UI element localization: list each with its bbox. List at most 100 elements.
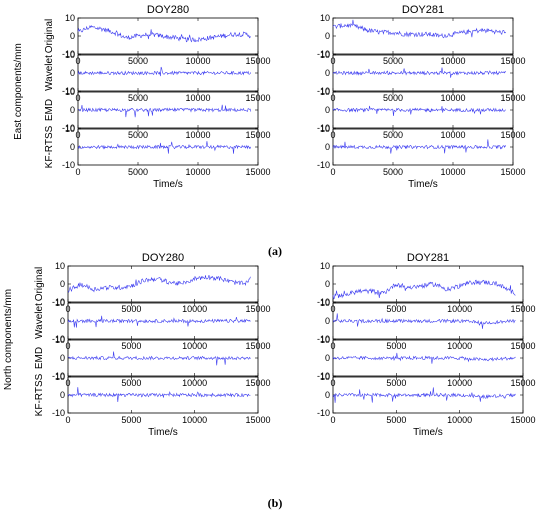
- signal-line: [67, 387, 251, 403]
- y-tick-label: 10: [320, 335, 330, 345]
- y-tick-label: 0: [325, 390, 330, 400]
- x-tick-label: 10000: [447, 341, 472, 351]
- signal-line: [332, 19, 507, 39]
- y-tick-label: -10: [317, 371, 330, 381]
- y-tick-label: -10: [317, 160, 330, 170]
- y-tick-label: -10: [317, 49, 330, 59]
- column-title: DOY280: [147, 4, 189, 16]
- y-tick-label: -10: [62, 123, 75, 133]
- signal-line: [332, 313, 516, 329]
- column-title: DOY280: [142, 252, 184, 264]
- y-axis-label: East components/mm: [13, 43, 24, 140]
- x-tick-label: 5000: [386, 378, 406, 388]
- y-tick-label: -10: [52, 408, 65, 418]
- x-tick-label: 5000: [386, 341, 406, 351]
- signal-line: [67, 351, 251, 366]
- x-tick-label: 10000: [440, 56, 465, 66]
- x-tick-label: 5000: [383, 56, 403, 66]
- y-tick-label: -10: [62, 49, 75, 59]
- x-axis-label: Time/s: [153, 179, 183, 190]
- x-tick-label: 10000: [440, 130, 465, 140]
- y-tick-label: -10: [317, 123, 330, 133]
- x-tick-label: 5000: [121, 304, 141, 314]
- signal-line: [77, 66, 252, 77]
- x-tick-label: 10000: [185, 167, 210, 177]
- x-tick-label: 10000: [182, 341, 207, 351]
- x-tick-label: 5000: [383, 167, 403, 177]
- x-tick-label: 10000: [182, 415, 207, 425]
- row-label: Original: [34, 267, 45, 301]
- column-title: DOY281: [407, 252, 449, 264]
- y-tick-label: 0: [70, 142, 75, 152]
- x-tick-label: 5000: [128, 167, 148, 177]
- x-tick-label: 10000: [440, 167, 465, 177]
- x-tick-label: 15000: [510, 415, 535, 425]
- subfigure-a: DOY280 DOY281 East components/mm Original -1…: [13, 4, 526, 258]
- x-tick-label: 10000: [182, 304, 207, 314]
- x-tick-label: 5000: [386, 415, 406, 425]
- x-tick-label: 5000: [121, 341, 141, 351]
- signal-line: [332, 352, 516, 364]
- x-tick-label: 0: [75, 167, 80, 177]
- signal-line: [77, 141, 252, 154]
- y-tick-label: 10: [320, 261, 330, 271]
- x-tick-label: 10000: [182, 378, 207, 388]
- x-tick-label: 15000: [245, 167, 270, 177]
- row-label: KF-RTSS: [34, 373, 45, 416]
- x-tick-label: 10000: [185, 93, 210, 103]
- x-tick-label: 10000: [185, 56, 210, 66]
- x-tick-label: 5000: [128, 130, 148, 140]
- y-tick-label: -10: [52, 297, 65, 307]
- x-tick-label: 5000: [386, 304, 406, 314]
- y-tick-label: 10: [320, 13, 330, 23]
- y-tick-label: 10: [65, 87, 75, 97]
- row-label: Wavelet: [34, 303, 45, 339]
- figure-caption: (b): [268, 496, 283, 510]
- row-label: EMD: [34, 347, 45, 369]
- signal-line: [67, 315, 251, 328]
- row-label: Wavelet: [44, 55, 55, 91]
- signal-line: [332, 279, 516, 300]
- signal-line: [77, 24, 252, 43]
- y-tick-label: 10: [55, 335, 65, 345]
- x-axis-label: Time/s: [408, 179, 438, 190]
- y-tick-label: 0: [325, 316, 330, 326]
- y-tick-label: 0: [325, 142, 330, 152]
- y-tick-label: 10: [320, 298, 330, 308]
- row-label: KF-RTSS: [44, 125, 55, 168]
- y-tick-label: -10: [62, 160, 75, 170]
- y-tick-label: -10: [317, 334, 330, 344]
- x-tick-label: 5000: [121, 415, 141, 425]
- x-tick-label: 5000: [383, 93, 403, 103]
- column-title: DOY281: [402, 4, 444, 16]
- row-label: EMD: [44, 99, 55, 121]
- y-tick-label: 10: [65, 50, 75, 60]
- panel-frame: [67, 265, 259, 303]
- signal-line: [332, 139, 507, 154]
- y-tick-label: 10: [55, 372, 65, 382]
- x-tick-label: 5000: [128, 56, 148, 66]
- y-tick-label: 10: [55, 261, 65, 271]
- y-tick-label: 0: [60, 353, 65, 363]
- signal-line: [332, 387, 516, 403]
- x-tick-label: 0: [330, 415, 335, 425]
- row-label: Original: [44, 19, 55, 53]
- y-tick-label: 0: [325, 68, 330, 78]
- x-tick-label: 10000: [447, 378, 472, 388]
- figure-caption: (a): [268, 244, 282, 258]
- y-tick-label: 0: [325, 31, 330, 41]
- y-tick-label: -10: [52, 334, 65, 344]
